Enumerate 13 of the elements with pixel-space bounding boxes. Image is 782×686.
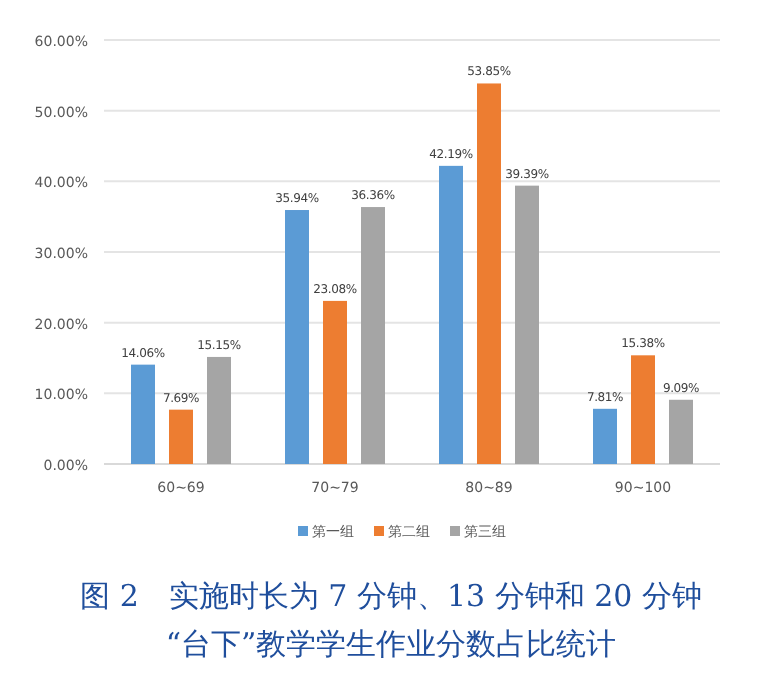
bar <box>515 185 539 464</box>
bar <box>323 300 347 464</box>
bar <box>593 408 617 464</box>
bar <box>131 364 155 464</box>
bar <box>207 356 231 464</box>
text: 图 2 实施时长为 7 分钟、13 分钟和 20 分钟 “台下”教学学生作业分数占比统计 <box>80 578 702 662</box>
bar <box>285 210 309 464</box>
bar <box>669 399 693 464</box>
bar <box>477 83 501 464</box>
bar <box>169 409 193 464</box>
bar <box>361 207 385 464</box>
bar <box>631 355 655 464</box>
bar <box>439 165 463 464</box>
